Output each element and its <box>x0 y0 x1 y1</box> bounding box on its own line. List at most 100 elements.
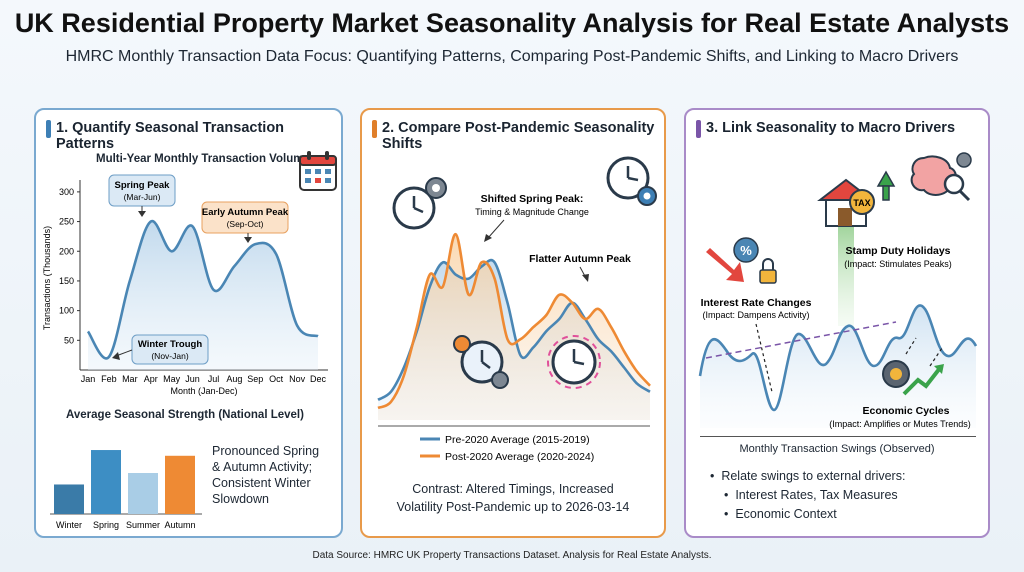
x-tick-label: Oct <box>269 374 284 384</box>
bullet-icon: • <box>724 488 736 502</box>
panel-macro-drivers: 3. Link Seasonality to Macro Drivers <box>684 108 990 538</box>
line-chart: Transactions (Thousands) Month (Jan-Dec)… <box>42 174 328 396</box>
bar-label: Spring <box>93 520 119 530</box>
note-line: & Autumn Activity; <box>212 460 313 474</box>
y-tick-label: 150 <box>59 276 74 286</box>
clock-gear-icon <box>392 177 447 230</box>
y-tick-label: 300 <box>59 187 74 197</box>
swings-label: Monthly Transaction Swings (Observed) <box>739 443 935 455</box>
svg-text:Spring Peak: Spring Peak <box>115 180 171 191</box>
growth-arrow-icon <box>826 180 866 326</box>
divider <box>700 436 976 437</box>
summary-line: Contrast: Altered Timings, Increased <box>412 482 614 496</box>
bullet-item: • Relate swings to external drivers: <box>710 469 906 483</box>
x-axis-label: Month (Jan-Dec) <box>170 386 237 396</box>
svg-text:Early Autumn Peak: Early Autumn Peak <box>202 207 289 218</box>
swings-line <box>698 304 978 412</box>
panel-heading: 1. Quantify Seasonal Transaction Pattern… <box>46 120 341 152</box>
contrast-summary: Contrast: Altered Timings, Increased Vol… <box>362 480 664 516</box>
x-tick-label: Feb <box>101 374 117 384</box>
tax-label: TAX <box>853 198 870 208</box>
note-line: Slowdown <box>212 492 269 506</box>
y-tick-label: 100 <box>59 306 74 316</box>
note-line: Pronounced Spring <box>212 444 320 458</box>
driver-bullets: • Relate swings to external drivers: • I… <box>710 467 980 524</box>
bar-summer <box>128 473 158 514</box>
bullet-item: • Interest Rates, Tax Measures <box>724 488 898 502</box>
bar-label: Summer <box>126 520 160 530</box>
bar-winter <box>54 484 84 514</box>
winter-trough-callout: Winter Trough (Nov-Jan) <box>112 334 209 365</box>
panel-heading: 3. Link Seasonality to Macro Drivers <box>696 120 955 138</box>
svg-text:Shifted Spring Peak:: Shifted Spring Peak: <box>481 193 584 205</box>
comparison-chart: Shifted Spring Peak: Timing & Magnitude … <box>377 156 657 427</box>
x-tick-label: Apr <box>144 374 158 384</box>
data-source-footer: Data Source: HMRC UK Property Transactio… <box>312 550 712 561</box>
economic-cycle-icon <box>882 360 944 396</box>
svg-text:(Nov-Jan): (Nov-Jan) <box>151 351 188 361</box>
bullet-item: • Economic Context <box>724 507 837 521</box>
svg-text:Flatter Autumn Peak: Flatter Autumn Peak <box>529 253 631 265</box>
summary-line: Volatility Post-Pandemic up to 2026-03-1… <box>396 500 630 514</box>
clock-icon <box>547 335 601 389</box>
x-tick-label: Aug <box>226 374 242 384</box>
stamp-duty-title: Stamp Duty Holidays <box>845 245 950 257</box>
volume-area <box>88 221 318 370</box>
svg-text:(Mar-Jun): (Mar-Jun) <box>124 192 161 202</box>
swings-area <box>700 305 976 428</box>
spring-peak-callout: Spring Peak (Mar-Jun) <box>108 174 176 217</box>
svg-text:%: % <box>740 243 752 258</box>
panel-post-pandemic-shifts: 2. Compare Post-Pandemic Seasonality Shi… <box>360 108 666 538</box>
svg-text:Winter Trough: Winter Trough <box>138 339 202 350</box>
economic-cycles-impact: (Impact: Amplifies or Mutes Trends) <box>829 419 971 429</box>
house-tax-icon: TAX <box>817 170 896 227</box>
bar-chart-title: Average Seasonal Strength (National Leve… <box>66 409 304 421</box>
bar-autumn <box>165 455 195 514</box>
bullet-icon: • <box>710 469 722 483</box>
panel-seasonal-patterns: 1. Quantify Seasonal Transaction Pattern… <box>34 108 343 538</box>
svg-text:(Sep-Oct): (Sep-Oct) <box>227 219 264 229</box>
page-title: UK Residential Property Market Seasonali… <box>14 8 1010 38</box>
volume-line <box>86 220 319 360</box>
economic-cycles-title: Economic Cycles <box>863 405 950 417</box>
note-line: Consistent Winter <box>212 476 311 490</box>
x-tick-label: Sep <box>247 374 263 384</box>
x-tick-label: Mar <box>122 374 138 384</box>
x-tick-label: Nov <box>289 374 306 384</box>
interest-rate-icon: % <box>706 237 777 284</box>
flatter-autumn-callout: Flatter Autumn Peak <box>529 253 631 282</box>
x-tick-label: Dec <box>310 374 327 384</box>
calendar-icon <box>299 151 337 191</box>
pre-2020-line <box>377 258 651 401</box>
x-tick-label: Jun <box>185 374 200 384</box>
legend-label-pre: Pre-2020 Average (2015-2019) <box>445 434 590 446</box>
legend-label-post: Post-2020 Average (2020-2024) <box>445 451 594 463</box>
seasonal-note: Pronounced Spring & Autumn Activity; Con… <box>212 443 338 507</box>
bar-spring <box>91 450 121 514</box>
autumn-peak-callout: Early Autumn Peak (Sep-Oct) <box>201 201 289 243</box>
x-tick-label: May <box>163 374 181 384</box>
clock-gear-icon <box>606 156 657 206</box>
interest-rate-impact: (Impact: Dampens Activity) <box>702 310 809 320</box>
bullet-icon: • <box>724 507 736 521</box>
y-tick-label: 200 <box>59 246 74 256</box>
panel-heading: 2. Compare Post-Pandemic Seasonality Shi… <box>372 120 664 152</box>
x-tick-label: Jan <box>81 374 96 384</box>
svg-text:Timing & Magnitude Change: Timing & Magnitude Change <box>475 207 589 217</box>
bar-label: Winter <box>56 520 82 530</box>
y-tick-label: 50 <box>64 335 74 345</box>
page-subtitle: HMRC Monthly Transaction Data Focus: Qua… <box>65 48 959 65</box>
brain-analysis-icon <box>910 152 972 202</box>
x-tick-label: Jul <box>208 374 220 384</box>
line-chart-title: Multi-Year Monthly Transaction Volume <box>96 153 310 165</box>
clock-gear-icon <box>453 335 509 389</box>
post-2020-line <box>377 232 651 410</box>
interest-rate-title: Interest Rate Changes <box>701 297 812 309</box>
trend-line <box>705 321 897 359</box>
y-tick-label: 250 <box>59 217 74 227</box>
bar-label: Autumn <box>164 520 195 530</box>
stamp-duty-impact: (Impact: Stimulates Peaks) <box>844 259 952 269</box>
shifted-spring-callout: Shifted Spring Peak: Timing & Magnitude … <box>475 193 589 242</box>
y-axis-label: Transactions (Thousands) <box>42 226 52 330</box>
bar-chart: Winter Spring Summer Autumn <box>50 450 202 530</box>
